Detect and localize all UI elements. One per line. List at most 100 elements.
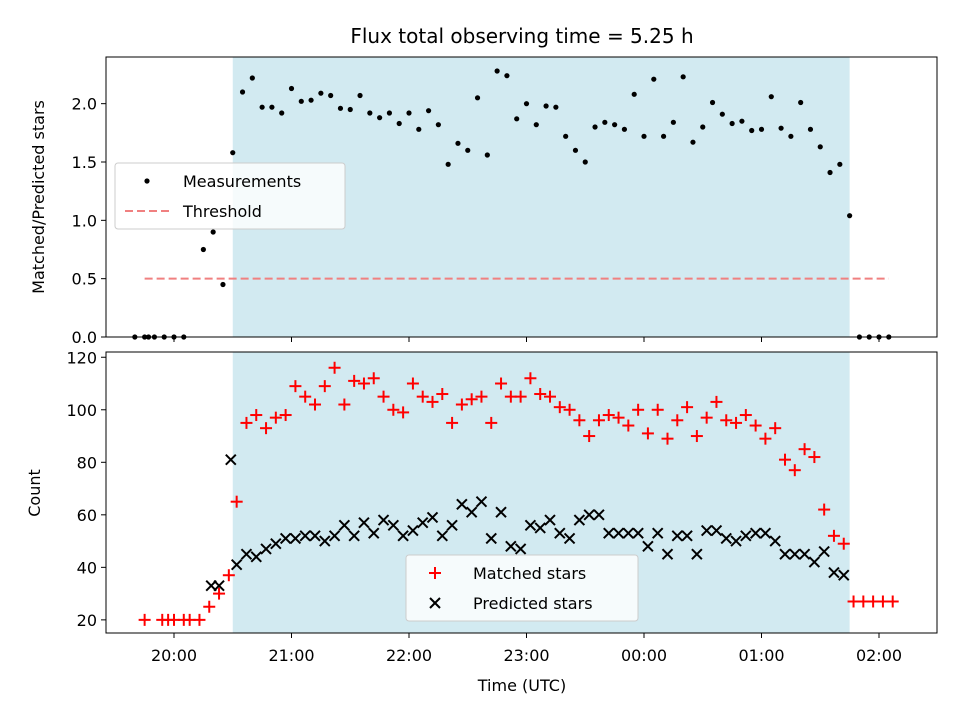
measurement-point bbox=[494, 68, 500, 74]
predicted-star-point bbox=[779, 548, 791, 560]
measurement-point bbox=[533, 122, 539, 128]
matched-star-point bbox=[203, 600, 216, 613]
predicted-star-point bbox=[213, 580, 225, 592]
measurement-point bbox=[396, 120, 402, 127]
predicted-star-point bbox=[309, 530, 321, 542]
matched-star-point bbox=[739, 409, 752, 422]
measurement-point bbox=[602, 119, 608, 125]
predicted-star-point bbox=[818, 545, 830, 558]
predicted-star-point bbox=[798, 548, 811, 560]
bottom-y-tick-label: 100 bbox=[66, 401, 97, 420]
legend-measurements-marker bbox=[144, 178, 150, 184]
matched-star-point bbox=[788, 464, 801, 477]
top-chart-title: Flux total observing time = 5.25 h bbox=[350, 24, 693, 48]
bottom-y-tick-label: 20 bbox=[77, 611, 97, 630]
measurement-point bbox=[572, 147, 579, 153]
predicted-star-point bbox=[319, 535, 331, 547]
measurement-point bbox=[641, 133, 647, 139]
predicted-star-point bbox=[612, 527, 625, 539]
measurement-point bbox=[651, 76, 657, 82]
matched-star-point bbox=[318, 380, 331, 393]
top-x-ticks bbox=[173, 337, 880, 342]
bottom-y-tick-label: 120 bbox=[66, 348, 97, 367]
matched-star-point bbox=[299, 390, 312, 403]
matched-star-point bbox=[700, 411, 713, 424]
matched-star-point bbox=[279, 409, 292, 422]
matched-star-point bbox=[436, 388, 449, 401]
matched-star-point bbox=[690, 430, 703, 443]
measurement-point bbox=[288, 85, 295, 92]
measurement-point bbox=[788, 133, 794, 139]
matched-star-point bbox=[406, 377, 419, 390]
measurement-point bbox=[680, 74, 686, 80]
matched-star-point bbox=[357, 377, 370, 390]
matched-star-point bbox=[749, 419, 762, 432]
predicted-star-point bbox=[583, 509, 595, 521]
predicted-star-point bbox=[838, 569, 850, 581]
matched-star-point bbox=[426, 395, 439, 408]
predicted-star-point bbox=[260, 543, 272, 555]
predicted-star-point bbox=[632, 527, 644, 539]
top-y-ticks: 0.0 0.5 1.0 1.5 2.0 bbox=[72, 95, 106, 347]
measurement-point bbox=[406, 110, 412, 116]
legend-matched-marker bbox=[429, 567, 441, 579]
predicted-star-point bbox=[407, 524, 419, 537]
x-tick-label: 22:00 bbox=[386, 646, 432, 665]
predicted-star-point bbox=[828, 566, 840, 579]
measurement-point bbox=[484, 152, 490, 158]
matched-star-point bbox=[612, 411, 625, 424]
matched-star-point bbox=[553, 401, 566, 414]
matched-star-point bbox=[416, 390, 429, 403]
matched-star-point bbox=[769, 422, 782, 435]
measurement-point bbox=[435, 122, 441, 128]
measurement-point bbox=[386, 110, 393, 116]
bottom-y-tick-label: 60 bbox=[77, 506, 97, 525]
predicted-star-point bbox=[279, 532, 292, 545]
measurement-point bbox=[230, 150, 236, 156]
predicted-star-point bbox=[446, 519, 458, 532]
predicted-star-point bbox=[368, 527, 380, 539]
predicted-star-point bbox=[358, 516, 370, 529]
predicted-star-point bbox=[495, 506, 507, 518]
predicted-star-point bbox=[505, 540, 517, 553]
measurement-point bbox=[445, 161, 451, 167]
measurement-point bbox=[749, 127, 755, 134]
measurement-point bbox=[279, 110, 285, 116]
measurement-point bbox=[239, 89, 246, 95]
predicted-star-point bbox=[710, 524, 723, 537]
predicted-star-point bbox=[417, 516, 429, 529]
predicted-star-point bbox=[622, 527, 635, 539]
predicted-star-point bbox=[671, 530, 683, 542]
predicted-star-point bbox=[642, 540, 654, 553]
predicted-star-point bbox=[789, 548, 801, 560]
predicted-star-point bbox=[563, 532, 576, 545]
measurement-point bbox=[337, 105, 344, 111]
predicted-star-point bbox=[348, 530, 360, 542]
legend-predicted-marker bbox=[429, 597, 441, 609]
measurement-point bbox=[592, 124, 598, 130]
matched-star-point bbox=[328, 361, 341, 374]
predicted-star-point bbox=[661, 548, 674, 560]
legend-measurements-label: Measurements bbox=[183, 172, 301, 191]
matched-star-point bbox=[710, 395, 723, 408]
matched-star-point bbox=[260, 422, 273, 435]
matched-star-point bbox=[269, 411, 282, 424]
predicted-star-point bbox=[475, 495, 488, 508]
top-legend: Measurements Threshold bbox=[114, 162, 346, 230]
predicted-star-point bbox=[485, 532, 497, 545]
measurement-point bbox=[318, 90, 324, 96]
predicted-star-point bbox=[225, 453, 237, 466]
matched-star-point bbox=[397, 406, 410, 419]
top-y-axis-label: Matched/Predicted stars bbox=[29, 100, 48, 294]
measurement-point bbox=[778, 125, 784, 131]
predicted-star-point bbox=[299, 530, 311, 542]
measurement-point bbox=[269, 104, 275, 110]
measurement-point bbox=[553, 104, 559, 110]
measurement-point bbox=[660, 133, 667, 139]
matched-star-point bbox=[213, 587, 226, 600]
legend-matched-label: Matched stars bbox=[473, 564, 586, 583]
measurement-point bbox=[504, 73, 510, 79]
bottom-x-ticks: 20:00 21:00 22:00 23:00 00:00 01:00 02:00 bbox=[151, 633, 902, 665]
matched-star-point bbox=[240, 416, 253, 429]
predicted-star-point bbox=[397, 530, 409, 542]
